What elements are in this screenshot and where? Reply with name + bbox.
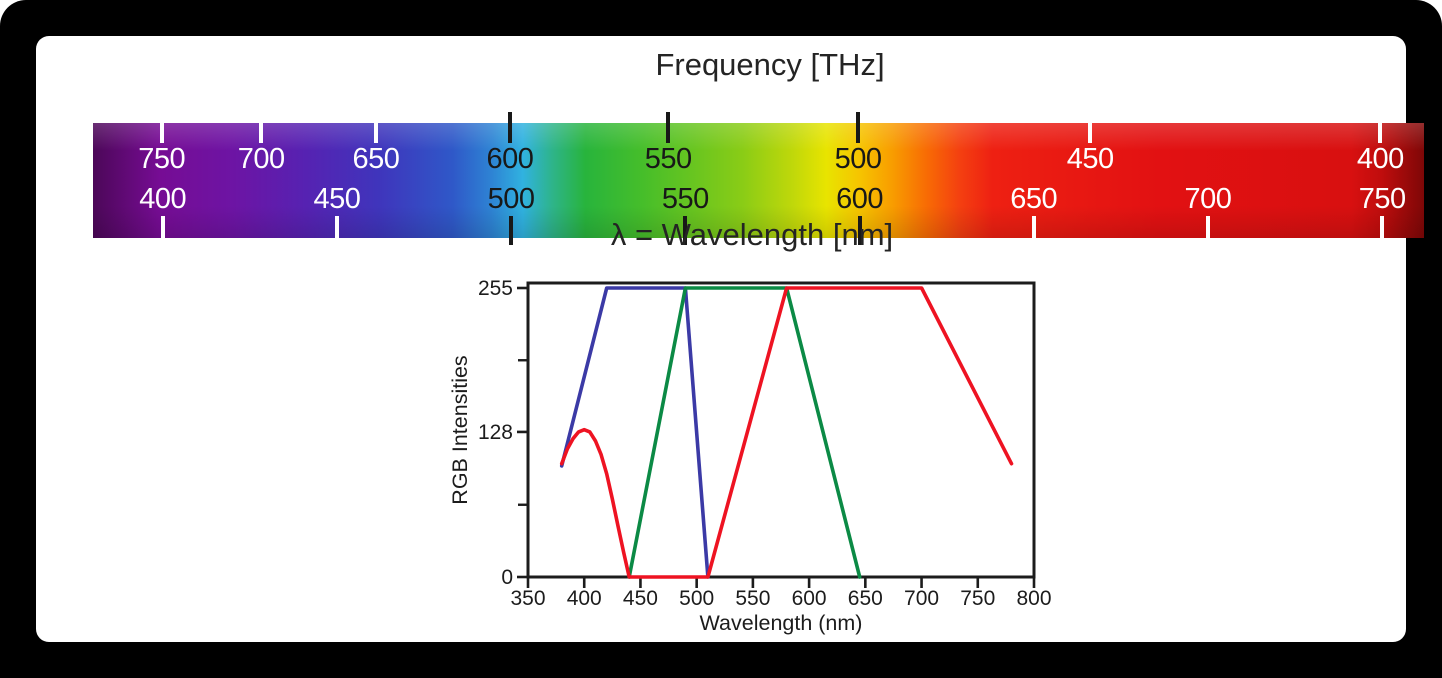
wavelength-tick-500 bbox=[509, 216, 514, 245]
curve-red bbox=[559, 286, 1014, 579]
wavelength-axis-title: λ = Wavelength [nm] bbox=[610, 217, 894, 252]
chart-x-axis-title: Wavelength (nm) bbox=[700, 611, 863, 635]
x-tick-label-500: 500 bbox=[679, 587, 714, 610]
wavelength-label-600: 600 bbox=[836, 183, 883, 215]
wavelength-label-700: 700 bbox=[1184, 183, 1232, 215]
frequency-tick-550 bbox=[666, 112, 671, 143]
wavelength-label-400: 400 bbox=[139, 183, 187, 215]
frequency-label-500: 500 bbox=[834, 143, 882, 175]
x-tick-label-550: 550 bbox=[735, 587, 770, 610]
frequency-axis-title: Frequency [THz] bbox=[655, 47, 885, 82]
frequency-tick-400 bbox=[1378, 112, 1383, 143]
x-tick-label-750: 750 bbox=[960, 587, 995, 610]
x-tick-label-400: 400 bbox=[567, 587, 602, 610]
chart-plot-frame bbox=[526, 281, 1036, 579]
wavelength-tick-750 bbox=[1380, 216, 1385, 245]
spectrum-bar: 750 700 650 600 550 500 450 400 400 450 500 550 600 6… bbox=[93, 112, 1424, 245]
wavelength-label-750: 750 bbox=[1358, 183, 1406, 215]
wavelength-label-650: 650 bbox=[1010, 183, 1058, 215]
frequency-label-600: 600 bbox=[486, 143, 534, 175]
content-card: Frequency [THz] 750 700 650 600 550 500 450 400… bbox=[36, 36, 1424, 642]
y-tick-label-255: 255 bbox=[478, 277, 513, 300]
x-tick-label-650: 650 bbox=[848, 587, 883, 610]
frequency-tick-700 bbox=[259, 112, 264, 143]
wavelength-label-550: 550 bbox=[661, 183, 709, 215]
wavelength-tick-550 bbox=[683, 216, 688, 245]
wavelength-tick-450 bbox=[334, 216, 339, 245]
frequency-label-450: 450 bbox=[1066, 143, 1114, 175]
x-tick-label-450: 450 bbox=[623, 587, 658, 610]
frequency-label-550: 550 bbox=[644, 143, 692, 175]
chart-ticks: 350 400 450 500 550 600 650 700 750 800 255 128 0 bbox=[478, 277, 1052, 610]
frequency-tick-650 bbox=[373, 112, 378, 143]
frequency-label-750: 750 bbox=[138, 143, 186, 175]
y-tick-label-128: 128 bbox=[478, 421, 513, 444]
frequency-tick-450 bbox=[1088, 112, 1093, 143]
chart-curves bbox=[559, 286, 1014, 579]
x-tick-label-700: 700 bbox=[904, 587, 939, 610]
curve-green bbox=[627, 286, 862, 579]
frequency-tick-500 bbox=[856, 112, 861, 143]
frequency-label-400: 400 bbox=[1356, 143, 1404, 175]
wavelength-tick-400 bbox=[160, 216, 165, 245]
curve-blue bbox=[559, 286, 710, 579]
wavelength-label-450: 450 bbox=[313, 183, 361, 215]
rgb-intensity-chart: 350 400 450 500 550 600 650 700 750 800 255 128 0 Wa… bbox=[448, 277, 1052, 635]
y-tick-label-0: 0 bbox=[501, 566, 513, 589]
x-tick-label-600: 600 bbox=[792, 587, 827, 610]
x-tick-label-350: 350 bbox=[510, 587, 545, 610]
wavelength-tick-700 bbox=[1205, 216, 1210, 245]
frequency-label-700: 700 bbox=[237, 143, 285, 175]
wavelength-tick-600 bbox=[857, 216, 862, 245]
frequency-tick-600 bbox=[507, 112, 512, 143]
chart-y-axis-title: RGB Intensities bbox=[448, 355, 472, 504]
spectrum-bar-gloss bbox=[93, 123, 1424, 238]
wavelength-tick-650 bbox=[1031, 216, 1036, 245]
x-tick-label-800: 800 bbox=[1016, 587, 1051, 610]
frequency-label-650: 650 bbox=[352, 143, 400, 175]
wavelength-label-500: 500 bbox=[487, 183, 535, 215]
frequency-tick-750 bbox=[159, 112, 164, 143]
